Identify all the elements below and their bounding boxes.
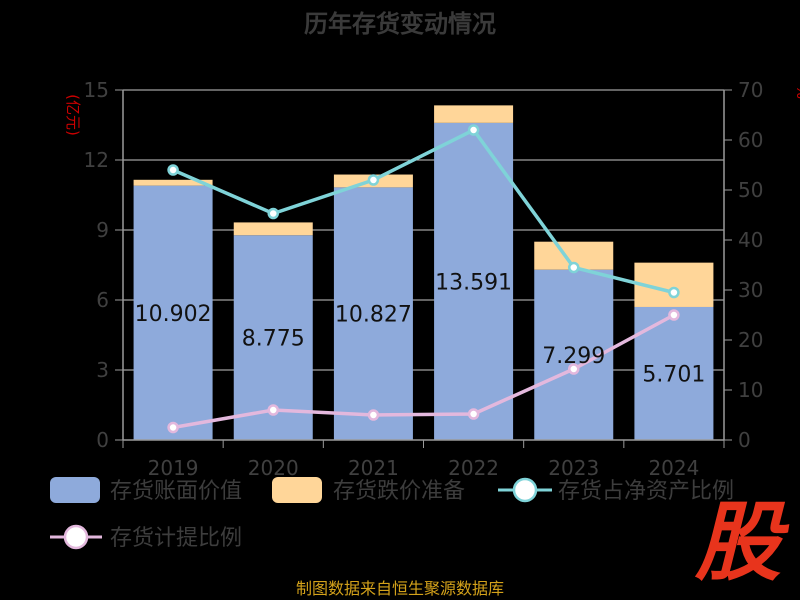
y-left-tick-label: 0 — [96, 428, 109, 452]
y-left-tick-label: 9 — [96, 218, 109, 242]
bar-provision — [434, 105, 514, 123]
bar-value-label: 10.827 — [335, 303, 412, 328]
bar-value-label: 8.775 — [242, 327, 305, 352]
grid-lines — [123, 89, 724, 371]
line-provision-ratio-point — [668, 309, 680, 321]
line-ratio-net-assets-point — [267, 207, 279, 220]
line-ratio-net-assets-point — [367, 174, 380, 186]
line-provision-ratio-point — [267, 404, 279, 416]
line-ratio-net-assets — [172, 127, 675, 295]
bar-book-value — [333, 187, 413, 440]
legend-swatch-provision — [272, 477, 322, 503]
legend-marker-provision-ratio — [63, 524, 89, 550]
bar-book-value — [133, 185, 213, 440]
legend-label-provision: 存货跌价准备 — [333, 479, 465, 504]
legend-swatch-book-value — [50, 477, 100, 503]
line-ratio-net-assets-point — [668, 286, 680, 299]
legend-label-book-value: 存货账面价值 — [110, 479, 242, 504]
x-tick-label: 2023 — [548, 456, 599, 480]
bar-value-label: 7.299 — [542, 344, 605, 369]
line-provision-ratio-point — [167, 421, 179, 434]
x-tick-label: 2019 — [148, 456, 199, 480]
bar-value-label: 5.701 — [642, 362, 705, 387]
line-ratio-net-assets-point — [467, 124, 480, 136]
x-tick-label: 2021 — [348, 456, 399, 480]
axes: 0 3 6 9 12 15 0 10 20 30 40 50 60 70 2019 2020 2021 2022 2… — [64, 78, 800, 480]
legend-label-ratio-net-assets: 存货占净资产比例 — [558, 479, 734, 504]
y-right-tick-label: 20 — [738, 328, 763, 352]
source-note: 制图数据来自恒生聚源数据库 — [296, 579, 504, 598]
bar-provision — [133, 179, 213, 186]
y-left-tick-label: 3 — [96, 358, 109, 382]
y-right-tick-label: 60 — [738, 128, 763, 152]
y-right-tick-label: 50 — [738, 178, 763, 202]
x-tick-label: 2020 — [248, 456, 299, 480]
line-provision-ratio-point — [467, 408, 480, 420]
y-left-tick-label: 6 — [96, 288, 109, 312]
line-series — [167, 124, 680, 434]
legend-marker-ratio-net-assets — [512, 477, 538, 503]
y-right-tick-label: 30 — [738, 278, 763, 302]
bar-value-label: 13.591 — [435, 270, 512, 295]
y-left-tick-label: 15 — [84, 78, 109, 102]
line-provision-ratio-point — [568, 363, 580, 375]
y-left-unit: (亿元) — [64, 94, 82, 136]
y-right-tick-label: 40 — [738, 228, 763, 252]
line-provision-ratio-point — [367, 409, 380, 421]
bar-provision — [233, 222, 313, 236]
y-right-tick-label: 10 — [738, 378, 763, 402]
line-ratio-net-assets-point — [568, 261, 580, 274]
y-right-unit: % — [793, 85, 800, 99]
stamp-logo: 股 — [694, 493, 790, 593]
line-provision-ratio — [172, 313, 675, 430]
bar-book-value — [434, 122, 514, 441]
x-tick-label: 2022 — [448, 456, 499, 480]
y-right-tick-label: 70 — [738, 78, 763, 102]
legend-label-provision-ratio: 存货计提比例 — [110, 526, 242, 551]
chart-title: 历年存货变动情况 — [304, 10, 496, 38]
bar-value-label: 10.902 — [135, 302, 212, 327]
y-left-tick-label: 12 — [84, 148, 109, 172]
y-right-tick-label: 0 — [738, 428, 751, 452]
line-ratio-net-assets-point — [167, 164, 179, 176]
data-labels: 10.902 8.775 10.827 13.591 7.299 5.701 — [135, 270, 706, 387]
x-tick-label: 2024 — [648, 456, 699, 480]
